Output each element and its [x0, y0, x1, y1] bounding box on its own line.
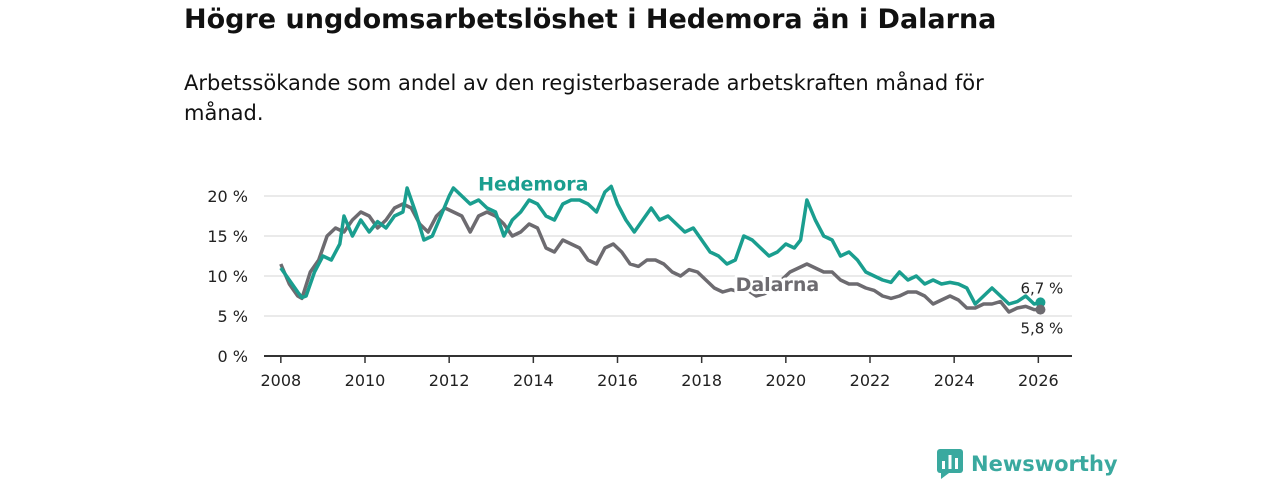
x-tick-label: 2018	[681, 371, 722, 390]
series-line-hedemora	[279, 184, 1041, 306]
y-tick-label: 0 %	[218, 347, 248, 366]
y-axis: 0 % 5 % 10 % 15 % 20 %	[207, 187, 248, 366]
brand-name: Newsworthy	[971, 452, 1118, 476]
chart-subtitle: Arbetssökande som andel av den registerb…	[184, 71, 984, 125]
y-tick-label: 20 %	[207, 187, 248, 206]
series-lines	[279, 184, 1041, 314]
x-tick-label: 2010	[345, 371, 386, 390]
chart-title: Högre ungdomsarbetslöshet i Hedemora än …	[184, 4, 997, 35]
bar-chart-icon	[937, 449, 963, 479]
y-tick-label: 15 %	[207, 227, 248, 246]
x-tick-label: 2008	[260, 371, 301, 390]
x-tick-label: 2016	[597, 371, 638, 390]
end-value-label: 5,8 %	[1020, 320, 1063, 338]
x-tick-label: 2012	[429, 371, 470, 390]
x-tick-label: 2026	[1018, 371, 1059, 390]
y-tick-label: 10 %	[207, 267, 248, 286]
x-tick-label: 2014	[513, 371, 554, 390]
series-name-dalarna: Dalarna	[736, 274, 820, 296]
x-axis: 2008 2010 2012 2014 2016 2018 2020 2022 2024 2026	[260, 355, 1072, 390]
gridlines	[264, 195, 1072, 317]
end-point-hedemora	[1035, 297, 1046, 308]
x-tick-label: 2020	[765, 371, 806, 390]
end-value-label: 6,7 %	[1020, 279, 1063, 297]
end-point-dalarna	[1035, 304, 1046, 315]
series-name-hedemora: Hedemora	[478, 173, 588, 195]
x-tick-label: 2024	[934, 371, 975, 390]
newsworthy-logo: Newsworthy	[937, 449, 1118, 479]
series-labels: 6,7 % 5,8 % Hedemora Dalarna	[475, 170, 1063, 338]
x-tick-label: 2022	[850, 371, 891, 390]
y-tick-label: 5 %	[218, 307, 248, 326]
